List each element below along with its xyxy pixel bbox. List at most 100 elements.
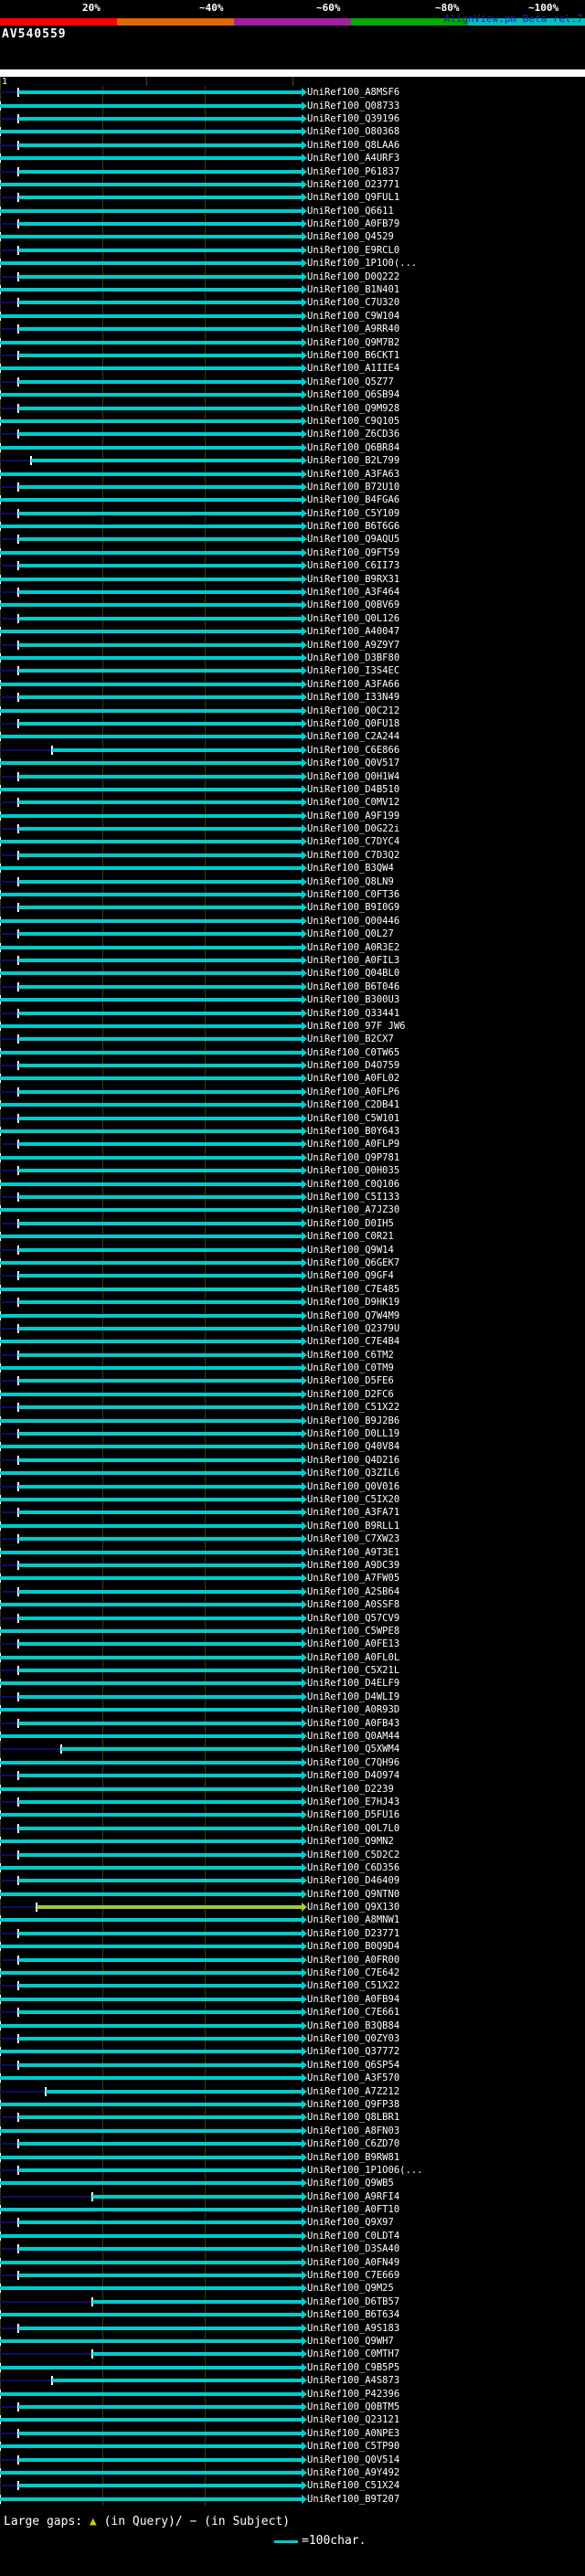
query-segment[interactable] [0, 1629, 302, 1633]
alignment-row[interactable]: UniRef100_Q57CV9 [0, 1611, 585, 1624]
sequence-label[interactable]: UniRef100_D5FU16 [307, 1809, 399, 1820]
sequence-label[interactable]: UniRef100_A3F570 [307, 2072, 399, 2083]
query-segment[interactable] [18, 1458, 302, 1462]
alignment-row[interactable]: UniRef100_B6T634 [0, 2308, 585, 2321]
alignment-row[interactable]: UniRef100_A0FL0L [0, 1650, 585, 1663]
sequence-label[interactable]: UniRef100_A1IIE4 [307, 363, 399, 374]
query-segment[interactable] [18, 2274, 302, 2277]
sequence-label[interactable]: UniRef100_D4O974 [307, 1770, 399, 1781]
query-segment[interactable] [0, 2024, 302, 2028]
sequence-label[interactable]: UniRef100_Q9M7B2 [307, 337, 399, 348]
alignment-row[interactable]: UniRef100_P61837 [0, 164, 585, 177]
sequence-label[interactable]: UniRef100_Q4529 [307, 231, 394, 242]
query-segment[interactable] [18, 2221, 302, 2224]
alignment-row[interactable]: UniRef100_Q9P781 [0, 1151, 585, 1164]
alignment-row[interactable]: UniRef100_A9S183 [0, 2321, 585, 2334]
sequence-label[interactable]: UniRef100_B4FGA6 [307, 494, 399, 505]
sequence-label[interactable]: UniRef100_C6TM2 [307, 1350, 394, 1361]
sequence-label[interactable]: UniRef100_B1N401 [307, 284, 399, 295]
query-segment[interactable] [0, 1156, 302, 1160]
sequence-label[interactable]: UniRef100_A0FL0L [307, 1652, 399, 1663]
query-segment[interactable] [18, 1617, 302, 1620]
sequence-label[interactable]: UniRef100_D4ELF9 [307, 1678, 399, 1689]
alignment-row[interactable]: UniRef100_Q9AQU5 [0, 533, 585, 546]
query-segment[interactable] [0, 761, 302, 765]
sequence-label[interactable]: UniRef100_B6CKT1 [307, 350, 399, 361]
sequence-label[interactable]: UniRef100_B9RLL1 [307, 1521, 399, 1532]
query-segment[interactable] [0, 1208, 302, 1212]
sequence-label[interactable]: UniRef100_D9HK19 [307, 1297, 399, 1308]
query-segment[interactable] [18, 1537, 302, 1541]
sequence-label[interactable]: UniRef100_E7HJ43 [307, 1797, 399, 1807]
alignment-row[interactable]: UniRef100_B9J2B6 [0, 1414, 585, 1426]
alignment-row[interactable]: UniRef100_C5WPE8 [0, 1625, 585, 1638]
alignment-row[interactable]: UniRef100_A4URF3 [0, 152, 585, 164]
sequence-label[interactable]: UniRef100_C7D3Q2 [307, 850, 399, 861]
query-segment[interactable] [18, 196, 302, 199]
alignment-row[interactable]: UniRef100_C5D2C2 [0, 1848, 585, 1860]
query-segment[interactable] [0, 1551, 302, 1554]
sequence-label[interactable]: UniRef100_B0Y643 [307, 1126, 399, 1137]
sequence-label[interactable]: UniRef100_C9W104 [307, 311, 399, 322]
query-segment[interactable] [18, 301, 302, 304]
sequence-label[interactable]: UniRef100_Q0ZY03 [307, 2033, 399, 2044]
alignment-row[interactable]: UniRef100_97F JW6 [0, 1020, 585, 1033]
sequence-label[interactable]: UniRef100_A0NPE3 [307, 2428, 399, 2439]
alignment-row[interactable]: UniRef100_C0MV12 [0, 796, 585, 809]
alignment-row[interactable]: UniRef100_D2239 [0, 1782, 585, 1795]
alignment-row[interactable]: UniRef100_A0FB79 [0, 217, 585, 230]
sequence-label[interactable]: UniRef100_Q0H035 [307, 1165, 399, 1176]
query-segment[interactable] [0, 235, 302, 239]
query-segment[interactable] [0, 1129, 302, 1133]
sequence-label[interactable]: UniRef100_C0R21 [307, 1231, 394, 1242]
query-segment[interactable] [0, 1103, 302, 1107]
query-segment[interactable] [18, 1564, 302, 1567]
sequence-label[interactable]: UniRef100_Q3ZIL6 [307, 1468, 399, 1479]
alignment-row[interactable]: UniRef100_C7D3Q2 [0, 849, 585, 862]
query-segment[interactable] [0, 1971, 302, 1975]
sequence-label[interactable]: UniRef100_A3FA66 [307, 679, 399, 690]
sequence-label[interactable]: UniRef100_D3SA40 [307, 2243, 399, 2254]
sequence-label[interactable]: UniRef100_Q6GEK7 [307, 1257, 399, 1268]
sequence-label[interactable]: UniRef100_C9B5P5 [307, 2362, 399, 2373]
sequence-label[interactable]: UniRef100_A7Z212 [307, 2086, 399, 2097]
sequence-label[interactable]: UniRef100_Q9WB5 [307, 2178, 394, 2189]
sequence-label[interactable]: UniRef100_Q9WH7 [307, 2336, 394, 2347]
alignment-row[interactable]: UniRef100_Q9MN2 [0, 1835, 585, 1848]
alignment-row[interactable]: UniRef100_Q0AM44 [0, 1730, 585, 1743]
query-segment[interactable] [0, 1787, 302, 1791]
alignment-row[interactable]: UniRef100_A0FB94 [0, 1993, 585, 2006]
alignment-row[interactable]: UniRef100_Q7W4M9 [0, 1309, 585, 1321]
alignment-row[interactable]: UniRef100_A0FN49 [0, 2255, 585, 2268]
query-segment[interactable] [18, 2115, 302, 2119]
sequence-label[interactable]: UniRef100_D2239 [307, 1784, 394, 1795]
alignment-row[interactable]: UniRef100_B0Y643 [0, 1125, 585, 1138]
query-segment[interactable] [18, 1327, 302, 1330]
query-segment[interactable] [0, 2181, 302, 2185]
sequence-label[interactable]: UniRef100_Q2379U [307, 1323, 399, 1334]
alignment-row[interactable]: UniRef100_Q8LN9 [0, 875, 585, 887]
alignment-row[interactable]: UniRef100_A8FN03 [0, 2125, 585, 2137]
query-segment[interactable] [0, 1945, 302, 1948]
alignment-row[interactable]: UniRef100_A40047 [0, 625, 585, 638]
alignment-row[interactable]: UniRef100_A0SSF8 [0, 1598, 585, 1611]
query-segment[interactable] [18, 617, 302, 620]
sequence-label[interactable]: UniRef100_Q5XWM4 [307, 1744, 399, 1754]
query-segment[interactable] [18, 1511, 302, 1514]
alignment-row[interactable]: UniRef100_C7E669 [0, 2269, 585, 2282]
query-segment[interactable] [0, 130, 302, 133]
query-segment[interactable] [18, 170, 302, 174]
alignment-row[interactable]: UniRef100_A9DC39 [0, 1559, 585, 1572]
sequence-label[interactable]: UniRef100_Q37772 [307, 2046, 399, 2057]
sequence-label[interactable]: UniRef100_C0TM9 [307, 1362, 394, 1373]
query-segment[interactable] [18, 1405, 302, 1409]
query-segment[interactable] [0, 104, 302, 108]
query-segment[interactable] [0, 1419, 302, 1423]
sequence-label[interactable]: UniRef100_D4WLI9 [307, 1691, 399, 1702]
alignment-row[interactable]: UniRef100_D9HK19 [0, 1296, 585, 1309]
query-segment[interactable] [18, 1117, 302, 1120]
query-segment[interactable] [0, 341, 302, 345]
sequence-label[interactable]: UniRef100_C7E661 [307, 2007, 399, 2018]
sequence-label[interactable]: UniRef100_A2SB64 [307, 1586, 399, 1597]
sequence-label[interactable]: UniRef100_P42396 [307, 2389, 399, 2400]
